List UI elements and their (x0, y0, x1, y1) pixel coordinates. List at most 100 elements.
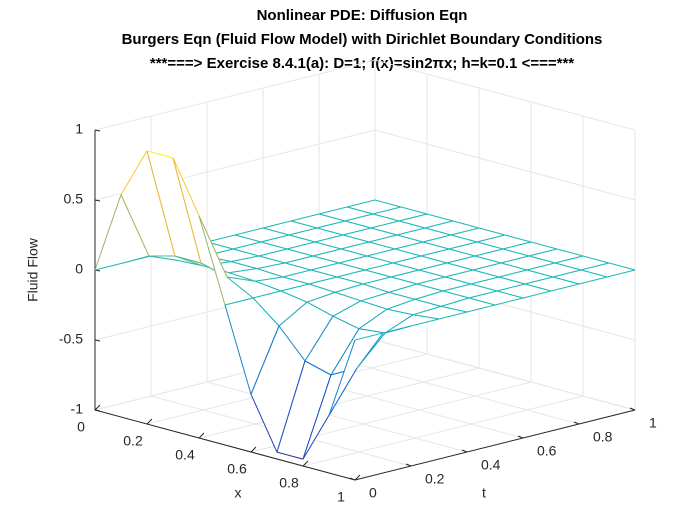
y-tick-label: 1 (649, 415, 657, 431)
mesh-edge (444, 269, 474, 278)
z-tick (94, 339, 101, 342)
mesh-edge (554, 255, 584, 264)
mesh-edge (258, 248, 288, 257)
mesh-face (251, 326, 305, 453)
mesh-edge (578, 276, 608, 285)
mesh-edge (234, 234, 262, 243)
mesh-edge (174, 255, 202, 264)
mesh-edge (446, 262, 474, 271)
mesh-face (147, 150, 201, 263)
mesh-edge (172, 157, 202, 264)
mesh-edge (398, 220, 426, 229)
mesh-edge (422, 234, 452, 243)
y-tick-label: 0 (369, 485, 377, 501)
mesh-face (279, 302, 333, 361)
mesh-edge (368, 234, 398, 243)
mesh-edge (522, 290, 552, 299)
mesh-edge (554, 262, 582, 271)
chart-title: Nonlinear PDE: Diffusion Eqn (257, 7, 468, 24)
y-axis-label: t (482, 485, 486, 501)
x-tick (146, 418, 153, 425)
mesh-edge (306, 301, 334, 317)
mesh-edge (254, 280, 282, 292)
x-tick-label: 0.6 (227, 461, 247, 477)
mesh-edge (366, 248, 396, 257)
mesh-edge (332, 315, 360, 330)
mesh-edge (478, 227, 506, 236)
mesh-edge (256, 262, 286, 270)
mesh-edge (206, 234, 236, 243)
mesh-edge (524, 276, 554, 285)
mesh-face (149, 256, 203, 266)
mesh-edge (312, 248, 342, 257)
mesh-edge (346, 199, 376, 208)
mesh-edge (526, 269, 554, 278)
mesh-edge (440, 297, 470, 307)
mesh-edge (262, 227, 290, 236)
x-tick (302, 460, 309, 467)
mesh-edge (496, 290, 524, 299)
mesh-edge (252, 290, 282, 299)
mesh-edge (476, 241, 504, 250)
mesh-face (307, 292, 361, 317)
mesh-edge (444, 276, 472, 285)
mesh-edge (476, 234, 506, 243)
mesh-edge (94, 194, 122, 271)
mesh-edge (390, 269, 420, 278)
mesh-edge (302, 415, 330, 460)
mesh-edge (386, 308, 414, 316)
mesh-face (95, 194, 149, 270)
mesh-edge (416, 283, 444, 292)
mesh-edge (368, 241, 396, 250)
mesh-edge (280, 290, 308, 303)
mesh-edge (148, 255, 178, 261)
mesh-edge (310, 262, 340, 271)
mesh-edge (424, 227, 452, 236)
mesh-edge (280, 283, 310, 292)
mesh-edge (362, 276, 392, 285)
mesh-edge (260, 234, 290, 243)
mesh-edge (414, 298, 442, 307)
mesh-edge (360, 291, 390, 302)
mesh-edge (232, 241, 262, 250)
mesh-edge (500, 262, 528, 271)
mesh-edge (504, 234, 532, 243)
z-tick-label: 1 (75, 121, 83, 137)
mesh-edge (364, 269, 392, 278)
mesh-edge (276, 360, 306, 453)
mesh-edge (394, 241, 424, 250)
mesh-edge (250, 325, 280, 395)
mesh-edge (422, 241, 450, 250)
mesh-edge (474, 255, 502, 264)
mesh-edge (370, 220, 400, 229)
mesh-edge (370, 227, 398, 236)
mesh-edge (278, 301, 308, 327)
mesh-edge (418, 269, 446, 278)
grid-line (94, 129, 636, 201)
mesh-edge (364, 262, 394, 271)
mesh-edge (310, 269, 338, 278)
mesh-edge (398, 213, 428, 222)
mesh-edge (336, 276, 364, 285)
mesh-edge (344, 220, 372, 229)
mesh-edge (530, 241, 558, 250)
mesh-edge (146, 150, 176, 257)
mesh-edge (356, 332, 384, 369)
mesh-edge (308, 283, 336, 293)
y-tick (461, 449, 468, 453)
mesh-edge (284, 255, 314, 264)
z-tick (94, 129, 101, 132)
y-tick-label: 0.2 (425, 471, 445, 487)
mesh-edge (282, 269, 312, 278)
mesh-edge (290, 220, 318, 229)
mesh-edge (120, 194, 150, 257)
x-tick (354, 474, 361, 481)
mesh-edge (442, 290, 470, 299)
mesh-edge (496, 283, 526, 292)
mesh-face (333, 300, 387, 329)
mesh-edge (416, 276, 446, 285)
mesh-edge (198, 215, 228, 278)
mesh-edge (528, 255, 556, 264)
x-tick-label: 0 (77, 419, 85, 435)
